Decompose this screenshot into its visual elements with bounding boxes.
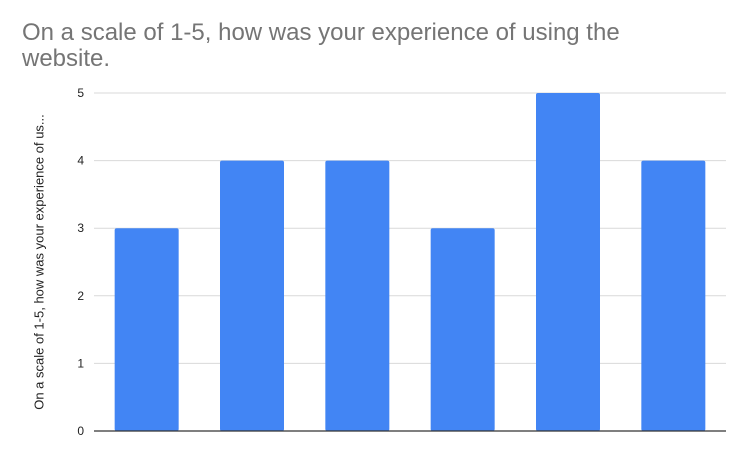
bar-6 bbox=[641, 160, 706, 431]
chart-title: On a scale of 1-5, how was your experien… bbox=[22, 19, 620, 72]
y-tick-label-5: 5 bbox=[77, 86, 84, 100]
bar-5 bbox=[536, 93, 600, 431]
y-tick-label-0: 0 bbox=[77, 424, 84, 438]
bars bbox=[114, 93, 706, 431]
y-tick-label-1: 1 bbox=[77, 356, 84, 370]
bar-3 bbox=[325, 160, 390, 431]
y-tick-label-4: 4 bbox=[77, 154, 84, 168]
y-tick-labels: 0 1 2 3 4 5 bbox=[77, 86, 84, 438]
y-tick-label-3: 3 bbox=[77, 221, 84, 235]
gridlines bbox=[94, 92, 726, 364]
y-tick-label-2: 2 bbox=[77, 289, 84, 303]
bar-1 bbox=[114, 228, 179, 431]
bar-2 bbox=[220, 160, 284, 431]
bar-4 bbox=[430, 228, 495, 431]
